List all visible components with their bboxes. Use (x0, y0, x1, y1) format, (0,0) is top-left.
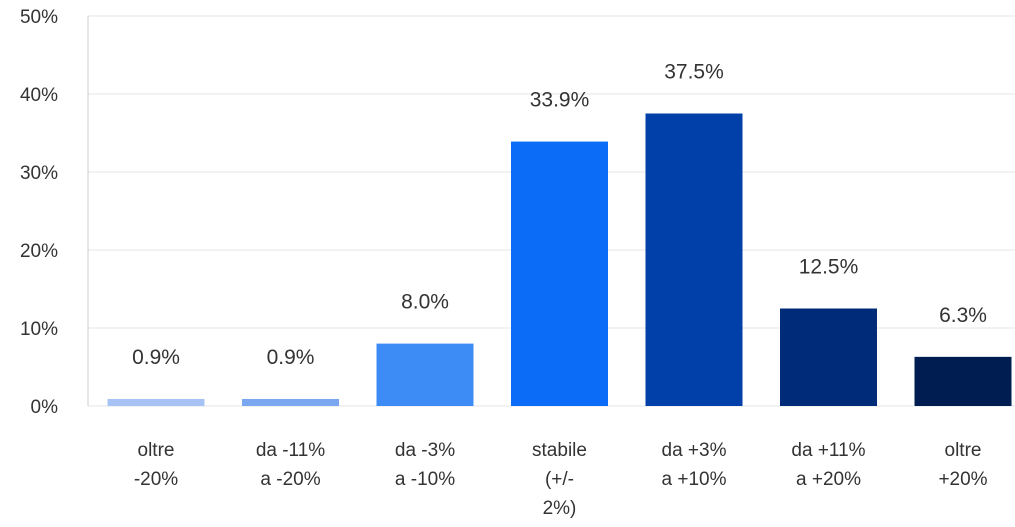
x-tick-label-line: oltre (138, 440, 175, 461)
data-label: 0.9% (267, 346, 315, 369)
x-tick-label-line: -20% (134, 469, 178, 490)
data-labels: 0.9% 0.9% 8.0% 33.9% 37.5% 12.5% 6.3% (132, 61, 987, 369)
bar (242, 398, 339, 406)
x-tick-label: da +11% a +20% (791, 440, 865, 490)
data-label: 0.9% (132, 346, 180, 369)
x-tick-label: oltre -20% (134, 440, 178, 490)
bar (645, 113, 743, 406)
x-tick-label-line: a -10% (395, 469, 455, 490)
y-tick-label: 20% (20, 241, 58, 262)
x-tick-label-line: 2%) (543, 498, 577, 519)
y-tick-label: 40% (20, 85, 58, 106)
y-axis-tick-labels: 0% 10% 20% 30% 40% 50% (20, 7, 58, 418)
x-tick-label-line: da -3% (395, 440, 455, 461)
x-tick-label: stabile (+/- 2%) (532, 440, 587, 519)
data-label: 37.5% (664, 61, 724, 84)
y-tick-label: 30% (20, 163, 58, 184)
x-axis-category-labels: oltre -20% da -11% a -20% da -3% a -10% stabil… (134, 440, 988, 519)
x-tick-label-line: +20% (938, 469, 987, 490)
x-tick-label: da +3% a +10% (662, 440, 727, 490)
x-tick-label-line: da -11% (256, 440, 325, 461)
data-label: 33.9% (530, 89, 590, 112)
x-tick-label: da -3% a -10% (395, 440, 455, 490)
bar (107, 398, 205, 406)
data-label: 8.0% (401, 291, 449, 314)
y-tick-label: 10% (20, 319, 58, 340)
data-label: 12.5% (799, 256, 859, 279)
bar (780, 308, 877, 406)
bar (376, 343, 474, 406)
x-tick-label: oltre +20% (938, 440, 987, 490)
x-tick-label-line: a +20% (796, 469, 861, 490)
x-tick-label-line: da +3% (662, 440, 727, 461)
x-tick-label-line: (+/- (545, 469, 574, 490)
bar (511, 141, 608, 406)
x-tick-label-line: oltre (945, 440, 982, 461)
bars (107, 113, 1012, 406)
x-tick-label-line: a +10% (662, 469, 727, 490)
x-tick-label-line: stabile (532, 440, 587, 461)
x-tick-label-line: da +11% (791, 440, 865, 461)
y-tick-label: 50% (20, 7, 58, 28)
x-tick-label-line: a -20% (260, 469, 320, 490)
bar (914, 356, 1012, 406)
x-tick-label: da -11% a -20% (256, 440, 325, 490)
data-label: 6.3% (939, 304, 987, 327)
y-tick-label: 0% (31, 397, 59, 418)
